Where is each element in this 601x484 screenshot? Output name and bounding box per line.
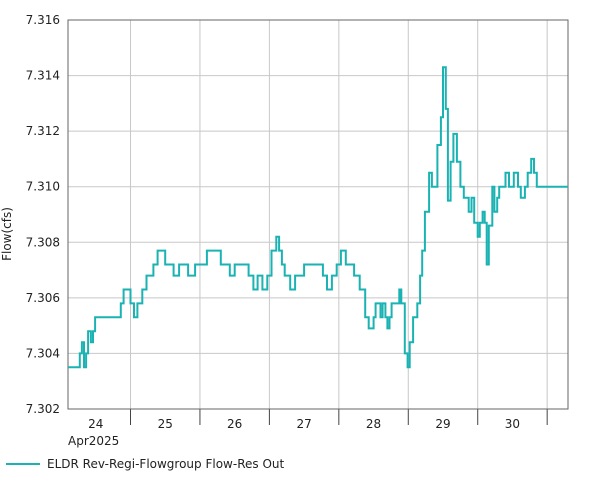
y-tick-label: 7.310 [26,180,60,194]
x-tick-label: 25 [158,417,173,431]
x-axis-ticks: 24 25 26 27 28 29 30 [88,409,548,431]
x-tick-label: 24 [88,417,103,431]
series-group [68,66,568,369]
x-tick-label: 27 [296,417,311,431]
y-axis-ticks: 7.302 7.304 7.306 7.308 7.310 7.312 7.314 7.316 [26,13,60,416]
y-axis-label: Flow(cfs) [0,207,14,261]
plot-frame [67,19,569,410]
series-line-0 [68,66,568,369]
grid-lines [68,19,568,410]
y-tick-label: 7.302 [26,402,60,416]
x-axis-month-label: Apr2025 [68,434,119,448]
x-tick-label: 28 [366,417,381,431]
y-tick-label: 7.308 [26,235,60,249]
x-tick-label: 30 [505,417,520,431]
y-tick-label: 7.314 [26,69,60,83]
legend[interactable]: ELDR Rev-Regi-Flowgroup Flow-Res Out [6,457,284,471]
y-tick-label: 7.312 [26,124,60,138]
x-tick-label: 26 [227,417,242,431]
y-tick-label: 7.316 [26,13,60,27]
legend-label: ELDR Rev-Regi-Flowgroup Flow-Res Out [47,457,284,471]
y-tick-label: 7.304 [26,346,60,360]
x-tick-label: 29 [435,417,450,431]
y-tick-label: 7.306 [26,291,60,305]
